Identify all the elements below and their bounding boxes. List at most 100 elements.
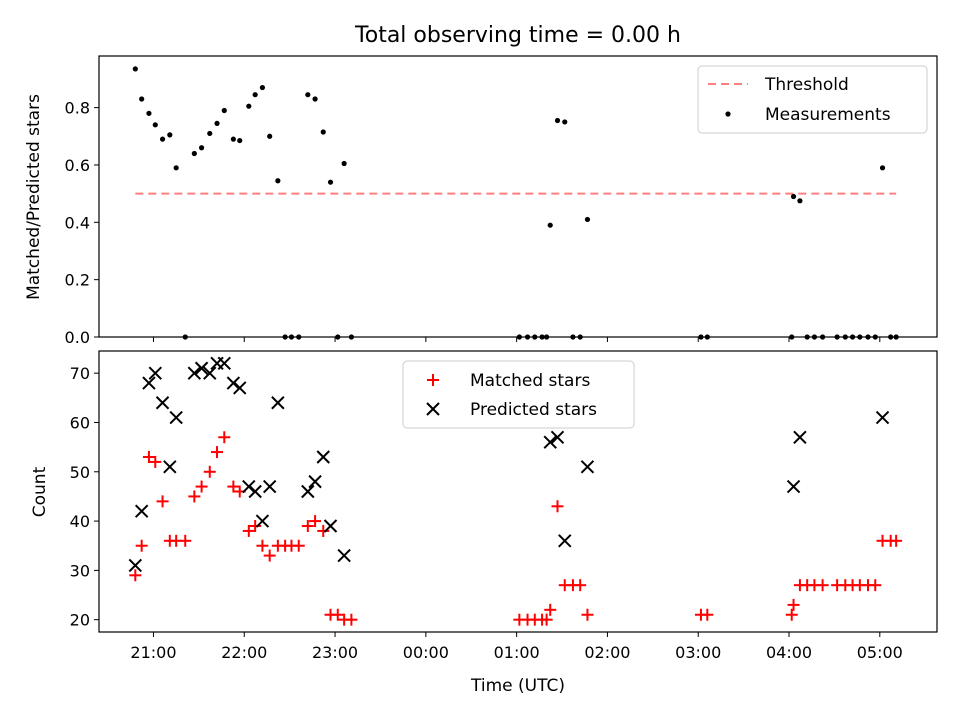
- top-axes-frame: [98, 55, 938, 338]
- predicted-star-point: [169, 410, 183, 425]
- predicted-star-point: [308, 474, 322, 489]
- threshold-legend-label: Threshold: [764, 75, 849, 95]
- measurement-point: [246, 103, 252, 109]
- bottom-legend: Matched stars Predicted stars: [402, 360, 635, 429]
- measurement-point: [159, 136, 166, 142]
- top-y-tick-label: 0.6: [65, 156, 90, 175]
- measurement-point: [167, 132, 173, 138]
- x-tick-label: 21:00: [130, 643, 176, 662]
- bottom-y-axis-label: Count: [30, 466, 50, 517]
- predicted-star-point: [128, 558, 143, 573]
- x-tick-label: 23:00: [312, 643, 358, 662]
- matched-star-point: [211, 446, 224, 459]
- bottom-legend-box: [402, 360, 635, 429]
- measurement-point: [146, 110, 152, 116]
- measurement-point: [320, 129, 326, 135]
- measurement-point: [790, 193, 797, 200]
- matched-star-point: [574, 579, 587, 592]
- matched-star-point: [227, 480, 240, 493]
- measurement-point: [230, 136, 236, 142]
- matched-star-point: [156, 495, 169, 508]
- predicted-star-point: [786, 479, 801, 494]
- measurement-point: [139, 96, 145, 102]
- predicted-star-point: [580, 460, 595, 474]
- measurement-point: [191, 150, 197, 157]
- bottom-x-ticks: 21:00 22:00 23:00 00:00 01:00 02:00 03:00 04:00…: [130, 632, 903, 662]
- top-x-ticks: [152, 337, 881, 342]
- predicted-star-point: [163, 460, 177, 474]
- measurement-point: [275, 178, 281, 184]
- predicted-star-point: [316, 450, 330, 464]
- measurements-legend-swatch: [725, 111, 731, 117]
- x-tick-label: 04:00: [766, 643, 812, 662]
- matched-star-point: [129, 569, 142, 582]
- bottom-y-tick-label: 30: [70, 561, 90, 580]
- measurement-point: [252, 92, 258, 98]
- matched-star-point: [203, 465, 216, 478]
- measurement-point: [879, 165, 886, 171]
- top-legend: Threshold Measurements: [697, 65, 928, 134]
- measurement-point: [198, 145, 205, 151]
- x-tick-label: 00:00: [403, 643, 449, 662]
- bottom-y-tick-label: 50: [70, 463, 90, 482]
- matched-legend-label: Matched stars: [470, 371, 590, 391]
- x-tick-label: 03:00: [675, 643, 721, 662]
- top-y-axis-label: Matched/Predicted stars: [24, 94, 44, 300]
- predicted-star-point: [337, 548, 351, 563]
- matched-star-point: [263, 549, 276, 562]
- bottom-y-ticks: 20 30 40 50 60 70: [70, 364, 99, 630]
- measurement-point: [312, 96, 318, 102]
- top-y-ticks: 0.0 0.2 0.4 0.6 0.8: [65, 99, 99, 347]
- measurement-point: [547, 222, 553, 228]
- bottom-y-tick-label: 60: [70, 413, 90, 432]
- matched-star-point: [301, 520, 314, 533]
- measurement-point: [237, 137, 243, 144]
- matched-star-point: [331, 608, 344, 621]
- predicted-star-point: [148, 366, 162, 380]
- predicted-star-point: [875, 410, 890, 425]
- top-y-tick-label: 0.4: [65, 213, 90, 232]
- measurement-point: [132, 66, 138, 72]
- top-legend-box: [697, 65, 928, 134]
- matched-star-point: [142, 450, 155, 463]
- predicted-star-point: [187, 366, 202, 380]
- measurement-point: [173, 165, 179, 171]
- predicted-star-point: [242, 479, 256, 494]
- matched-star-point: [218, 431, 231, 444]
- predicted-star-point: [142, 376, 156, 390]
- bottom-y-tick-label: 20: [70, 611, 90, 630]
- matched-star-point: [551, 500, 564, 513]
- predicted-legend-label: Predicted stars: [470, 400, 597, 420]
- matched-star-point: [292, 539, 305, 552]
- matched-star-point: [345, 613, 358, 626]
- x-axis-label: Time (UTC): [470, 676, 565, 696]
- matched-star-point: [195, 480, 208, 493]
- predicted-star-point: [793, 430, 807, 444]
- measurement-point: [562, 119, 568, 125]
- predicted-star-point: [226, 376, 241, 390]
- predicted-star-point: [233, 381, 247, 395]
- measurements-legend-label: Measurements: [765, 105, 891, 125]
- predicted-star-point: [155, 396, 170, 410]
- measurement-point: [152, 122, 158, 128]
- predicted-star-point: [271, 396, 285, 410]
- bottom-plot-marks: [128, 356, 903, 626]
- matched-legend-swatch: [427, 374, 439, 386]
- matched-star-point: [869, 579, 882, 592]
- measurement-point: [267, 133, 273, 139]
- predicted-star-point: [134, 504, 149, 518]
- matched-star-point: [309, 515, 322, 528]
- predicted-legend-swatch: [426, 402, 440, 416]
- figure-title: Total observing time = 0.00 h: [354, 23, 681, 48]
- matched-star-point: [149, 455, 162, 468]
- measurement-point: [327, 179, 334, 185]
- measurement-point: [207, 130, 213, 137]
- x-tick-label: 22:00: [221, 643, 267, 662]
- measurement-point: [259, 84, 266, 91]
- top-y-tick-label: 0.2: [65, 271, 90, 290]
- measurement-point: [341, 160, 347, 167]
- matched-star-point: [785, 608, 798, 621]
- measurement-point: [305, 92, 311, 98]
- bottom-panel: 20 30 40 50 60 70 21:00 22:00 23:00 00:00 01:00 02…: [30, 350, 938, 696]
